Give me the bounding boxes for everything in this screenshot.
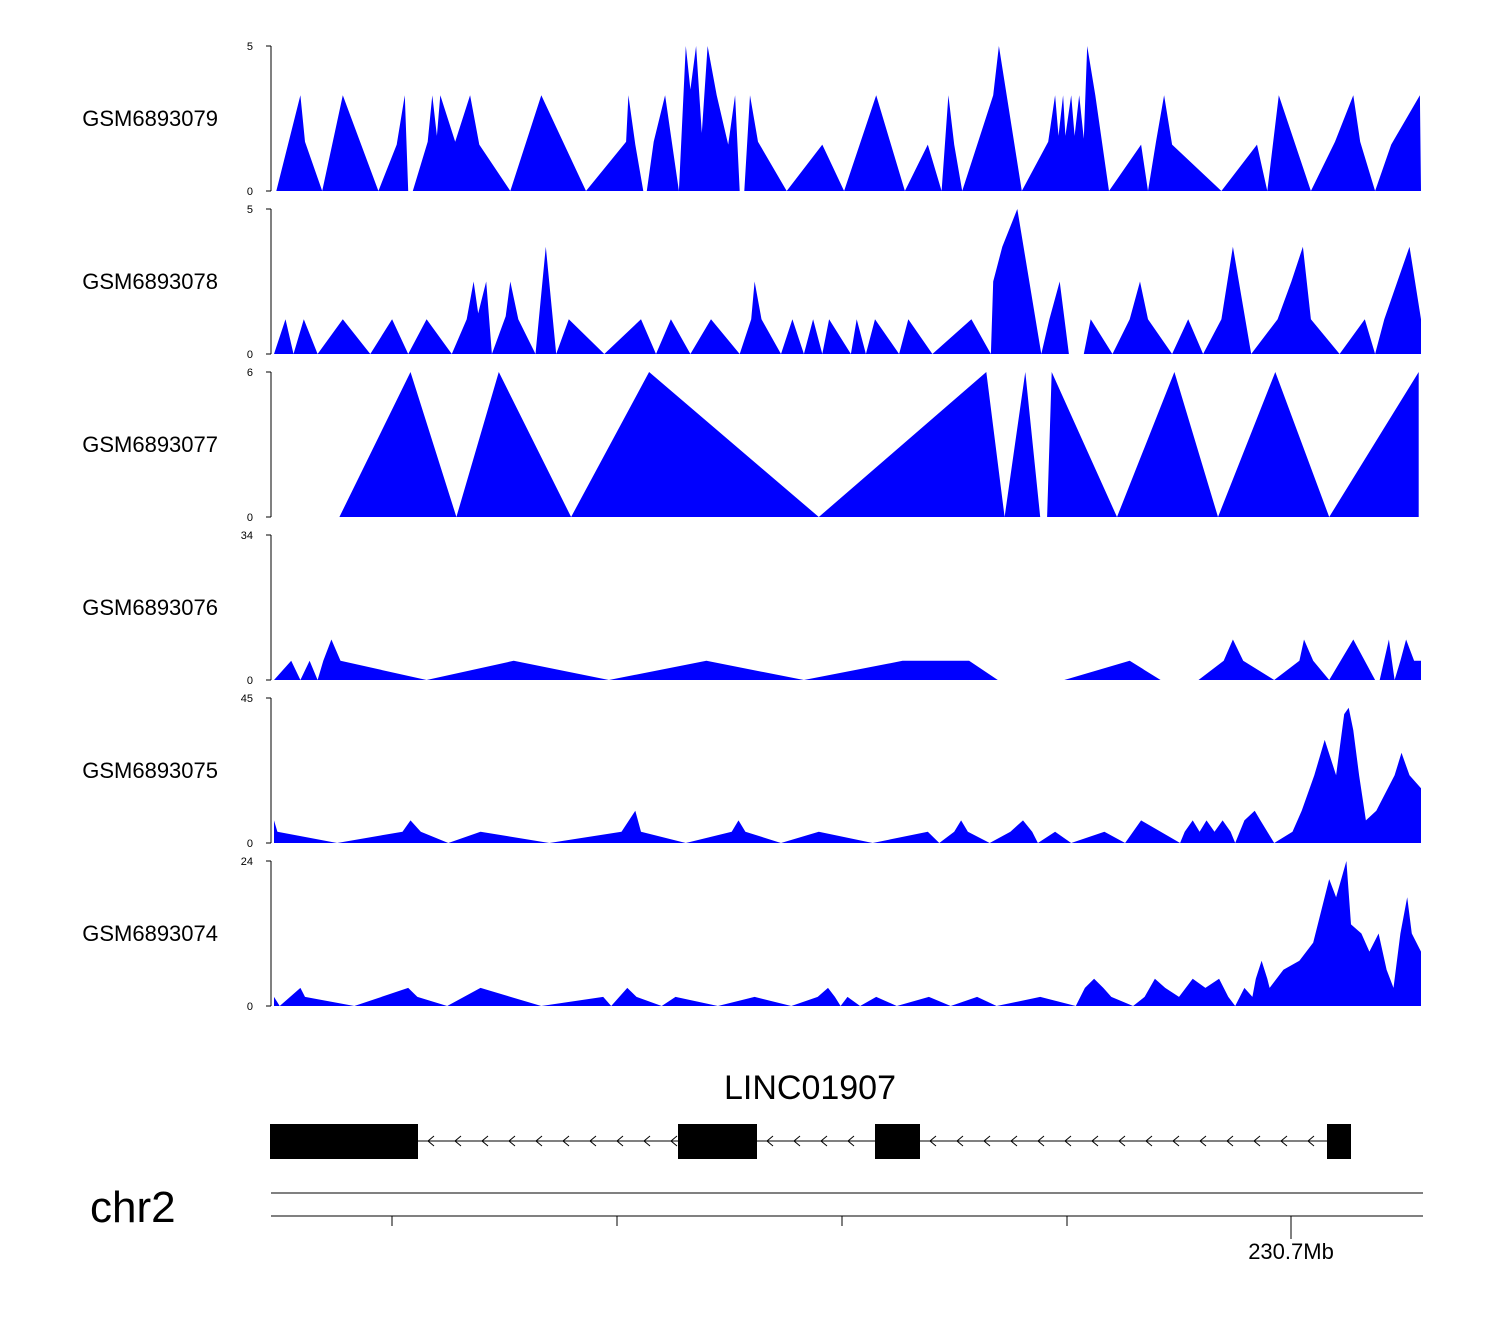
axis-tick-label: 230.7Mb: [1248, 1239, 1334, 1264]
y-tick-label: 6: [247, 367, 253, 379]
track-GSM6893075: GSM6893075 45 0: [82, 693, 1421, 850]
coverage-area: [276, 46, 1421, 191]
exon-1: [270, 1124, 418, 1159]
track-GSM6893076: GSM6893076 34 0: [82, 530, 1421, 687]
coverage-area: [274, 861, 1421, 1006]
y-tick-label: 0: [247, 675, 253, 687]
genome-axis: chr2 230.7Mb: [90, 1183, 1423, 1264]
strand-arrow: [1064, 1135, 1072, 1147]
strand-arrow: [929, 1135, 937, 1147]
exon-3: [875, 1124, 920, 1159]
strand-arrow: [983, 1135, 991, 1147]
strand-arrow: [956, 1135, 964, 1147]
strand-arrow: [1091, 1135, 1099, 1147]
strand-arrow: [1172, 1135, 1180, 1147]
strand-arrow: [562, 1135, 570, 1147]
gene-model: LINC01907: [270, 1069, 1351, 1159]
strand-arrow: [1280, 1135, 1288, 1147]
strand-arrow: [1253, 1135, 1261, 1147]
track-label: GSM6893075: [82, 758, 218, 783]
strand-arrow: [454, 1135, 462, 1147]
coverage-area: [274, 209, 1421, 354]
strand-arrow: [643, 1135, 651, 1147]
exon-4: [1327, 1124, 1351, 1159]
y-tick-label: 5: [247, 204, 253, 216]
strand-arrow: [670, 1135, 678, 1147]
coverage-area: [339, 372, 1419, 517]
strand-arrow: [766, 1135, 774, 1147]
y-tick-label: 0: [247, 512, 253, 524]
strand-arrow: [589, 1135, 597, 1147]
track-GSM6893074: GSM6893074 24 0: [82, 856, 1421, 1013]
track-label: GSM6893074: [82, 921, 218, 946]
strand-arrow: [793, 1135, 801, 1147]
y-tick-label: 0: [247, 1001, 253, 1013]
coverage-area: [274, 639, 1421, 680]
y-tick-label: 0: [247, 838, 253, 850]
data-tracks: GSM689307950GSM689307850GSM689307760GSM6…: [82, 41, 1421, 1013]
strand-arrow: [1037, 1135, 1045, 1147]
strand-arrow: [508, 1135, 516, 1147]
gene-name: LINC01907: [724, 1069, 896, 1107]
y-tick-label: 0: [247, 186, 253, 198]
y-tick-label: 24: [241, 856, 253, 868]
track-GSM6893078: GSM6893078 5 0: [82, 204, 1421, 361]
strand-arrow: [1199, 1135, 1207, 1147]
strand-arrow: [1226, 1135, 1234, 1147]
y-tick-label: 0: [247, 349, 253, 361]
exon-2: [678, 1124, 757, 1159]
strand-arrow: [427, 1135, 435, 1147]
y-tick-label: 34: [241, 530, 253, 542]
strand-arrow: [1118, 1135, 1126, 1147]
track-label: GSM6893079: [82, 106, 218, 131]
track-label: GSM6893076: [82, 595, 218, 620]
track-label: GSM6893078: [82, 269, 218, 294]
track-label: GSM6893077: [82, 432, 218, 457]
y-tick-label: 5: [247, 41, 253, 53]
strand-arrow: [1307, 1135, 1315, 1147]
strand-arrows: [427, 1135, 1315, 1147]
chromosome-label: chr2: [90, 1183, 176, 1232]
strand-arrow: [1145, 1135, 1153, 1147]
track-GSM6893079: GSM6893079 5 0: [82, 41, 1421, 198]
strand-arrow: [481, 1135, 489, 1147]
coverage-area: [274, 707, 1421, 843]
strand-arrow: [847, 1135, 855, 1147]
y-tick-label: 45: [241, 693, 253, 705]
strand-arrow: [1010, 1135, 1018, 1147]
strand-arrow: [820, 1135, 828, 1147]
track-GSM6893077: GSM6893077 6 0: [82, 367, 1419, 524]
strand-arrow: [616, 1135, 624, 1147]
strand-arrow: [535, 1135, 543, 1147]
